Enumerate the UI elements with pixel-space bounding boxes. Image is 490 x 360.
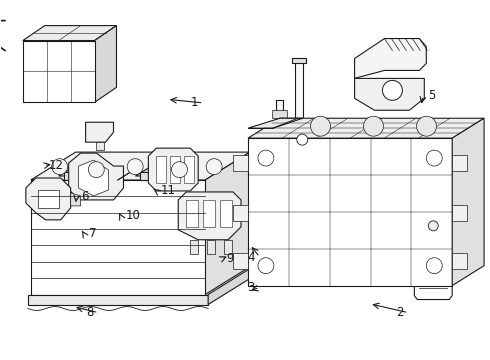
Polygon shape [272,130,287,138]
Polygon shape [224,240,232,254]
Polygon shape [276,100,283,172]
Text: 5: 5 [428,89,436,102]
Circle shape [206,159,222,175]
Polygon shape [205,152,250,294]
Polygon shape [233,205,248,221]
Polygon shape [248,138,452,285]
Circle shape [311,116,330,136]
Polygon shape [190,240,198,254]
Text: 4: 4 [247,251,255,264]
Text: 6: 6 [81,190,89,203]
Polygon shape [86,122,114,142]
Polygon shape [293,130,312,149]
Polygon shape [59,168,94,176]
Polygon shape [156,156,166,183]
Polygon shape [141,172,150,180]
Text: 7: 7 [89,227,97,240]
Polygon shape [203,200,215,227]
Text: 10: 10 [125,210,141,222]
Circle shape [428,221,438,231]
Circle shape [383,80,402,100]
Polygon shape [452,118,484,285]
Polygon shape [452,155,467,171]
Circle shape [258,258,274,274]
Polygon shape [452,253,467,269]
Circle shape [127,159,143,175]
Polygon shape [23,41,95,102]
Polygon shape [171,156,180,183]
Circle shape [364,116,384,136]
Polygon shape [207,240,215,254]
Polygon shape [31,180,205,294]
Circle shape [297,134,308,145]
Circle shape [88,162,104,177]
Polygon shape [178,192,241,240]
Text: 8: 8 [86,306,94,319]
Polygon shape [272,110,287,118]
Text: 9: 9 [226,252,234,265]
Polygon shape [28,294,208,305]
Polygon shape [71,193,81,206]
Polygon shape [419,256,447,268]
Polygon shape [248,118,303,128]
Polygon shape [208,267,253,305]
Polygon shape [419,274,447,285]
Circle shape [426,150,442,166]
Circle shape [52,159,68,175]
Polygon shape [292,58,306,63]
Polygon shape [355,39,426,78]
Text: 11: 11 [161,184,176,197]
Text: 1: 1 [191,96,198,109]
Circle shape [258,150,274,166]
Text: 3: 3 [247,281,255,294]
Polygon shape [148,148,198,191]
Polygon shape [233,253,248,269]
Polygon shape [95,26,117,102]
Polygon shape [23,26,117,41]
Polygon shape [295,58,303,123]
Polygon shape [355,78,424,110]
Polygon shape [415,218,452,300]
Polygon shape [135,168,171,176]
Polygon shape [248,118,484,138]
Polygon shape [452,205,467,221]
Circle shape [172,162,188,177]
Polygon shape [220,200,232,227]
Circle shape [416,116,437,136]
Polygon shape [38,190,59,208]
Polygon shape [419,238,447,250]
Polygon shape [184,156,194,183]
Polygon shape [186,200,198,227]
Polygon shape [26,178,71,220]
Text: 12: 12 [49,159,64,172]
Polygon shape [233,155,248,171]
Polygon shape [69,153,123,200]
Polygon shape [78,160,108,196]
Polygon shape [31,152,250,180]
Polygon shape [96,142,103,150]
Text: 2: 2 [396,306,404,319]
Circle shape [426,258,442,274]
Polygon shape [272,150,287,158]
Polygon shape [64,172,74,180]
